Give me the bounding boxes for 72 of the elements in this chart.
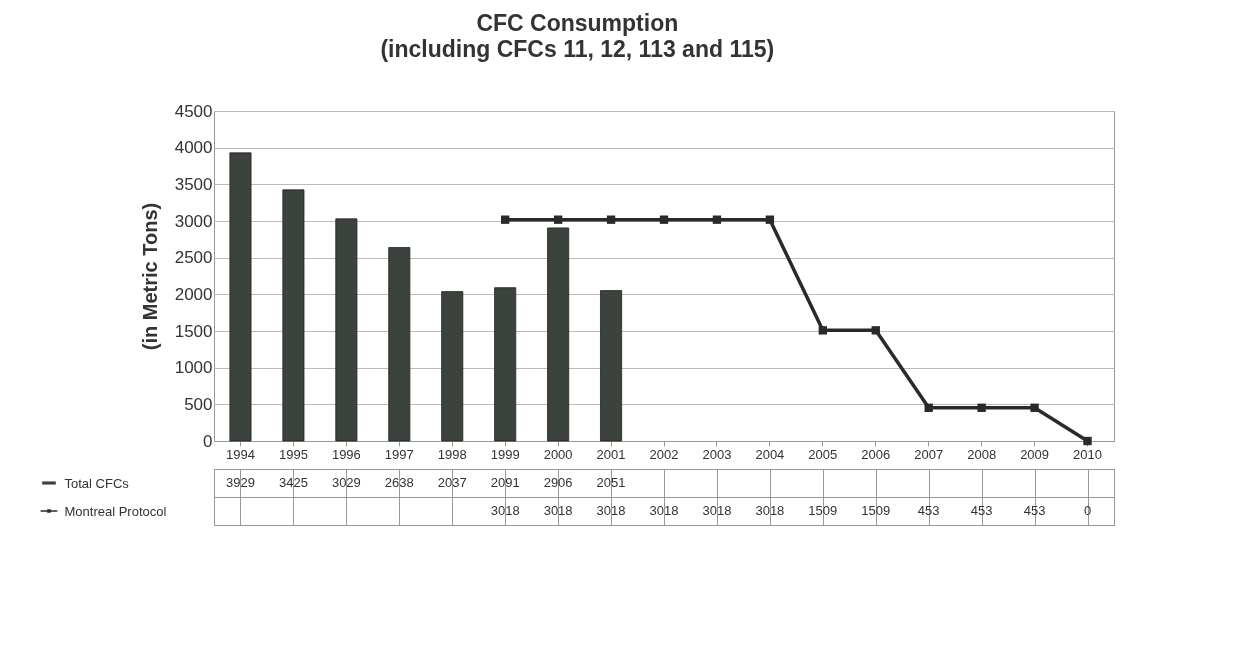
data-label: 3018 — [543, 503, 573, 518]
bar — [547, 227, 570, 442]
point — [1030, 403, 1039, 412]
y-tick-label: 2500 — [174, 248, 213, 268]
data-label: 0 — [1083, 503, 1092, 518]
x-tick-label: 1997 — [384, 446, 414, 462]
data-label: 3929 — [226, 475, 255, 490]
x-tick-label: 2004 — [755, 446, 785, 462]
x-tick-label: 1999 — [490, 446, 520, 462]
data-label: 3425 — [278, 475, 308, 490]
x-tick-label: 2008 — [967, 446, 997, 462]
x-tick-label: 2002 — [649, 446, 679, 462]
point — [553, 215, 563, 224]
bar — [335, 218, 358, 442]
point — [712, 215, 722, 224]
point — [818, 326, 828, 335]
legend-label: Total CFCs — [64, 475, 130, 491]
data-label: 3018 — [596, 503, 626, 518]
legend-label: Montreal Protocol — [64, 503, 167, 519]
point — [500, 215, 510, 224]
chart-title: CFC Consumption — [476, 9, 679, 36]
bar — [282, 189, 305, 442]
data-label: 2037 — [437, 475, 467, 490]
data-label: 453 — [1023, 503, 1046, 518]
point — [871, 326, 880, 335]
y-tick-label: 4000 — [174, 138, 213, 158]
y-tick-label: 1500 — [174, 321, 213, 341]
y-tick-label: 500 — [184, 394, 213, 414]
x-tick-label: 1996 — [331, 446, 361, 462]
data-label: 453 — [917, 503, 940, 518]
y-tick-label: 4500 — [174, 101, 213, 121]
x-tick-label: 2000 — [543, 446, 573, 462]
data-label: 1509 — [861, 503, 891, 518]
data-label: 3018 — [755, 503, 785, 518]
y-tick-label: 1000 — [174, 358, 213, 378]
chart-subtitle: (including CFCs 11, 12, 113 and 115) — [380, 35, 775, 62]
data-label: 2906 — [543, 475, 573, 490]
x-tick-label: 2006 — [861, 446, 891, 462]
y-tick-label: 0 — [203, 431, 213, 451]
x-tick-label: 1995 — [278, 446, 308, 462]
point — [1083, 436, 1092, 446]
point — [606, 215, 616, 224]
y-tick-label: 3500 — [174, 174, 213, 194]
x-tick-label: 2009 — [1020, 446, 1050, 462]
x-tick-label: 2005 — [808, 446, 838, 462]
x-tick-label: 1998 — [437, 446, 467, 462]
data-label: 3018 — [649, 503, 679, 518]
data-label: 453 — [970, 503, 993, 518]
bar — [441, 291, 464, 442]
bar — [494, 287, 517, 442]
bar — [388, 247, 411, 442]
x-tick-label: 1994 — [226, 446, 255, 462]
bar — [229, 152, 252, 442]
x-tick-label: 2010 — [1073, 446, 1102, 462]
bar — [600, 290, 623, 442]
data-label: 2091 — [490, 475, 520, 490]
point — [924, 403, 933, 412]
y-tick-label: 3000 — [174, 211, 213, 231]
data-label: 3018 — [702, 503, 732, 518]
data-label: 3029 — [331, 475, 361, 490]
point — [977, 403, 986, 412]
x-tick-label: 2007 — [914, 446, 944, 462]
point — [659, 215, 669, 224]
x-tick-label: 2003 — [702, 446, 732, 462]
x-tick-label: 2001 — [596, 446, 626, 462]
data-label: 2051 — [596, 475, 626, 490]
y-tick-label: 2000 — [174, 284, 213, 304]
point — [765, 215, 775, 224]
y-axis-title: (in Metric Tons) — [138, 202, 161, 351]
data-label: 3018 — [490, 503, 520, 518]
data-label: 1509 — [808, 503, 838, 518]
data-label: 2638 — [384, 475, 414, 490]
